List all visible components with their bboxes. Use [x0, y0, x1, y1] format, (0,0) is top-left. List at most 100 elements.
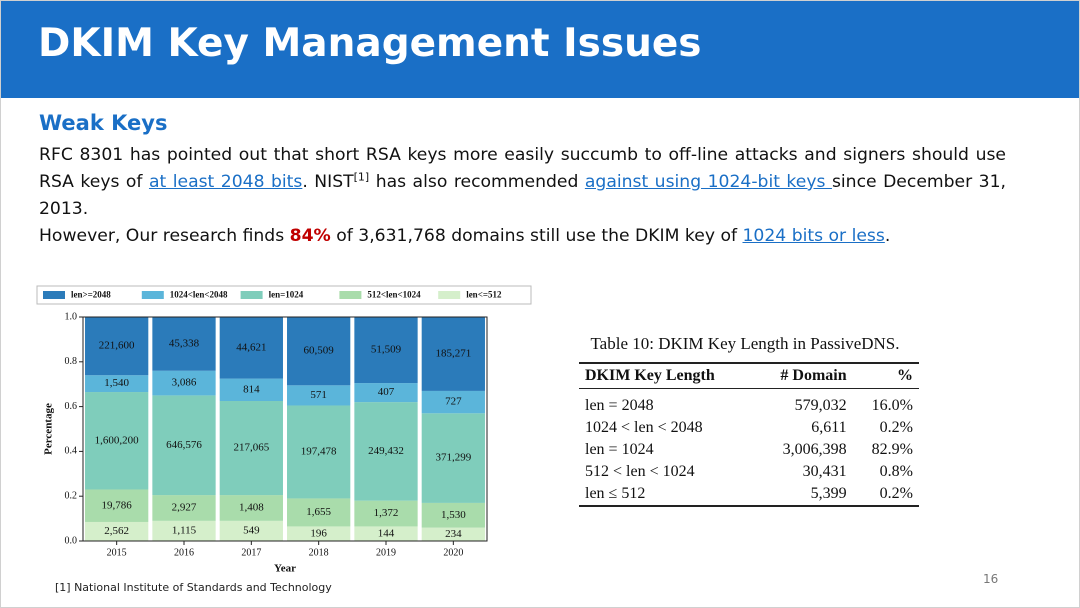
- table-cell: 579,032: [794, 397, 847, 414]
- bar-segment: [287, 498, 351, 527]
- table-row: 512 < len < 1024 30,431 0.8%: [579, 461, 919, 483]
- body-text: RFC 8301 has pointed out that short RSA …: [39, 142, 1006, 250]
- bar-segment: [219, 520, 283, 541]
- column-header: # Domain: [755, 362, 853, 389]
- text-run: .: [884, 226, 891, 246]
- legend-swatch: [43, 291, 65, 299]
- bar-segment: [287, 526, 351, 541]
- bar-segment: [152, 495, 216, 521]
- table-cell: 16.0%: [871, 397, 913, 414]
- table: DKIM Key Length # Domain% len = 2048 579,03…: [579, 362, 919, 507]
- y-tick-label: 0.8: [65, 356, 78, 367]
- legend-label: 1024<len<2048: [170, 290, 228, 300]
- table-cell: 0.2%: [879, 419, 913, 436]
- bar-segment: [354, 526, 418, 541]
- legend-swatch: [339, 291, 362, 299]
- bar-segment: [85, 317, 149, 376]
- segment-label: 19,786: [102, 499, 133, 511]
- bar-segment: [85, 375, 149, 393]
- footnote: [1] National Institute of Standards and …: [55, 581, 332, 594]
- y-tick-label: 1.0: [65, 311, 78, 322]
- text-run: has also recommended: [369, 172, 585, 192]
- table-cell: 82.9%: [871, 441, 913, 458]
- table-cell: 0.8%: [879, 463, 913, 480]
- bar-segment: [354, 383, 418, 403]
- bar-segment: [219, 495, 283, 521]
- segment-label: 1,600,200: [95, 434, 140, 446]
- segment-label: 814: [243, 383, 260, 395]
- highlight-text: 84%: [289, 226, 331, 246]
- segment-label: 571: [310, 389, 327, 401]
- sup-text: [1]: [353, 170, 370, 184]
- text-run: However, Our research finds: [39, 226, 290, 246]
- bar-segment: [421, 317, 485, 391]
- table-header-row: DKIM Key Length # Domain%: [579, 362, 919, 389]
- bar-segment: [421, 502, 485, 528]
- bar-segment: [421, 527, 485, 541]
- header-bar: DKIM Key Management Issues: [1, 1, 1079, 98]
- table-cell: 5,399: [755, 483, 853, 507]
- y-tick-label: 0.0: [65, 535, 78, 546]
- y-tick-label: 0.2: [65, 490, 78, 501]
- table-row: len ≤ 512 5,399 0.2%: [579, 483, 919, 507]
- x-tick-label: 2019: [376, 547, 396, 558]
- segment-label: 646,576: [166, 439, 202, 451]
- stacked-bar-chart: len>=2048 1024<len<2048 len=1024 512<len<10…: [36, 285, 532, 575]
- y-tick-label: 0.6: [65, 401, 78, 412]
- column-header: DKIM Key Length: [579, 362, 756, 389]
- segment-label: 727: [445, 396, 462, 408]
- legend-swatch: [438, 291, 461, 299]
- table-row: len = 2048 579,032 16.0%: [579, 389, 919, 418]
- plot-frame: [82, 316, 488, 542]
- text-run: RFC 8301 has pointed out that short RSA …: [39, 145, 1006, 192]
- legend-label: len=1024: [269, 290, 304, 300]
- segment-label: 1,540: [104, 377, 129, 389]
- bar-segment: [152, 317, 216, 371]
- table-row: len = 1024 3,006,398 82.9%: [579, 439, 919, 461]
- bar-segment: [219, 401, 283, 496]
- slide-title: DKIM Key Management Issues: [38, 21, 702, 66]
- bar-segment: [421, 390, 485, 414]
- bar-segment: [152, 395, 216, 496]
- y-tick-label: 0.4: [65, 446, 78, 457]
- link-text[interactable]: against using 1024-bit keys: [584, 172, 832, 192]
- x-tick-label: 2017: [241, 547, 261, 558]
- segment-label: 1,408: [239, 501, 264, 513]
- y-axis-label: Percentage: [43, 403, 55, 455]
- segment-label: 234: [445, 528, 462, 540]
- x-tick-label: 2018: [309, 547, 329, 558]
- bar-segment: [85, 489, 149, 522]
- table-cell: 3,006,398: [782, 441, 847, 458]
- link-text[interactable]: 1024 bits or less: [742, 226, 885, 246]
- segment-label: 371,299: [435, 452, 471, 464]
- x-tick-label: 2015: [107, 547, 127, 558]
- paragraph: RFC 8301 has pointed out that short RSA …: [39, 142, 1006, 223]
- bar-segment: [421, 413, 485, 503]
- legend-swatch: [141, 291, 164, 299]
- segment-label: 60,509: [304, 345, 335, 357]
- table-cell: 512 < len < 1024: [585, 463, 695, 480]
- link-text[interactable]: at least 2048 bits: [148, 172, 303, 192]
- bar-segment: [85, 521, 149, 541]
- x-tick-label: 2016: [174, 547, 194, 558]
- x-axis-label: Year: [274, 563, 296, 575]
- bar-segment: [287, 317, 351, 386]
- text-run: since December 31, 2013.: [39, 172, 1007, 219]
- legend-label: len>=2048: [71, 290, 111, 300]
- table-caption: Table 10: DKIM Key Length in PassiveDNS.: [590, 334, 900, 353]
- segment-label: 407: [378, 386, 395, 398]
- segment-label: 1,372: [374, 507, 399, 519]
- segment-label: 2,927: [172, 501, 197, 513]
- segment-label: 185,271: [435, 347, 471, 359]
- bar-segment: [219, 317, 283, 379]
- segment-label: 196: [310, 527, 327, 539]
- segment-label: 44,621: [236, 341, 266, 353]
- page-number: 16: [983, 572, 999, 586]
- table-cell: len = 1024: [585, 441, 654, 458]
- segment-label: 1,655: [306, 506, 331, 518]
- table-cell: 30,431: [802, 463, 847, 480]
- segment-label: 217,065: [233, 442, 269, 454]
- legend-box: [36, 285, 532, 305]
- segment-label: 197,478: [301, 445, 337, 457]
- bar-segment: [287, 385, 351, 406]
